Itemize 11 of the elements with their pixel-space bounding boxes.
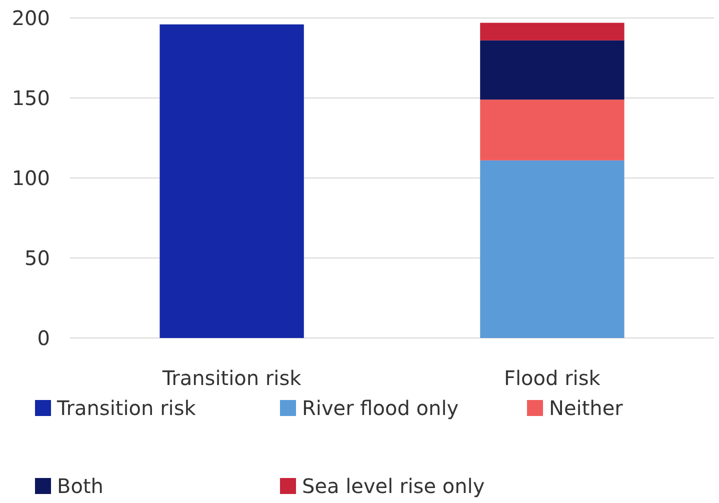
legend-label: Transition risk xyxy=(56,396,196,420)
y-tick-label: 0 xyxy=(37,326,50,350)
y-tick-label: 100 xyxy=(12,166,50,190)
legend-label: Sea level rise only xyxy=(302,474,485,498)
y-tick-label: 200 xyxy=(12,6,50,30)
legend-label: Both xyxy=(57,474,104,498)
y-tick-label: 50 xyxy=(24,246,50,270)
legend-label: Neither xyxy=(549,396,624,420)
y-tick-label: 150 xyxy=(12,86,50,110)
legend-label: River flood only xyxy=(302,396,459,420)
x-tick-label: Flood risk xyxy=(504,366,601,390)
